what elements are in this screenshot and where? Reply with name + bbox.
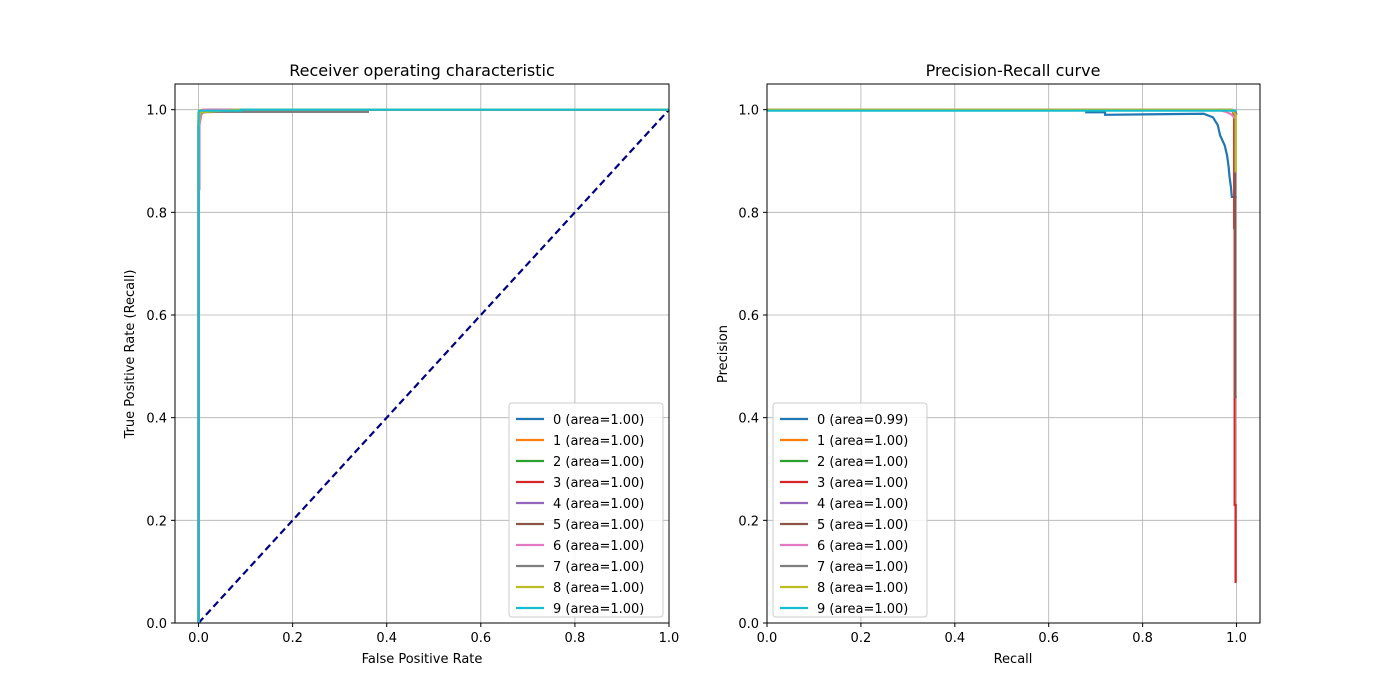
roc-legend-label-4: 4 (area=1.00) [553,497,644,512]
pr-legend-label-1: 1 (area=1.00) [817,434,908,449]
roc-series [197,108,670,624]
pr-y-ticks: 0.0 0.2 0.4 0.6 0.8 1.0 [738,104,767,632]
roc-reference-line [197,108,670,624]
pr-y-tick-label: 0.0 [738,617,759,632]
roc-x-tick-label: 0.6 [470,631,491,646]
roc-y-ticks: 0.0 0.2 0.4 0.6 0.8 1.0 [146,104,175,632]
pr-chart-title: Precision-Recall curve [926,61,1101,80]
roc-y-tick-label: 0.8 [146,206,167,221]
pr-x-tick-label: 0.8 [1132,631,1153,646]
pr-legend-label-0: 0 (area=0.99) [817,413,908,428]
roc-x-axis-label: False Positive Rate [362,652,483,667]
roc-x-ticks: 0.0 0.2 0.4 0.6 0.8 1.0 [188,623,679,646]
roc-y-tick-label: 0.6 [146,309,167,324]
roc-x-tick-label: 0.0 [188,631,209,646]
pr-legend-label-7: 7 (area=1.00) [817,560,908,575]
roc-legend-label-1: 1 (area=1.00) [553,434,644,449]
pr-plot-frame [766,83,1261,624]
roc-x-tick-label: 0.2 [282,631,303,646]
pr-legend-label-2: 2 (area=1.00) [817,455,908,470]
pr-legend-label-3: 3 (area=1.00) [817,476,908,491]
pr-x-tick-label: 0.6 [1038,631,1059,646]
roc-x-tick-label: 1.0 [659,631,680,646]
pr-y-tick-label: 0.2 [738,514,759,529]
roc-legend-label-0: 0 (area=1.00) [553,413,644,428]
pr-series-line-0 [767,108,1237,199]
roc-legend-label-3: 3 (area=1.00) [553,476,644,491]
pr-legend-label-4: 4 (area=1.00) [817,497,908,512]
roc-chart-title: Receiver operating characteristic [289,61,555,80]
roc-y-tick-label: 0.4 [146,412,167,427]
roc-legend-label-5: 5 (area=1.00) [553,518,644,533]
pr-legend-label-5: 5 (area=1.00) [817,518,908,533]
roc-legend-label-2: 2 (area=1.00) [553,455,644,470]
roc-x-tick-label: 0.8 [565,631,586,646]
pr-y-tick-label: 0.8 [738,206,759,221]
roc-legend-label-7: 7 (area=1.00) [553,560,644,575]
pr-x-tick-label: 0.4 [944,631,965,646]
roc-legend-box [508,402,664,618]
roc-x-tick-label: 0.4 [376,631,397,646]
pr-legend-label-8: 8 (area=1.00) [817,581,908,596]
roc-y-tick-label: 0.2 [146,514,167,529]
roc-chart: Receiver operating characteristic 0.0 0.2… [123,61,679,667]
pr-legend-label-6: 6 (area=1.00) [817,539,908,554]
roc-y-tick-label: 1.0 [146,104,167,119]
pr-x-tick-label: 0.0 [757,631,778,646]
pr-series [767,108,1238,584]
roc-y-tick-label: 0.0 [146,617,167,632]
roc-legend-label-9: 9 (area=1.00) [553,602,644,617]
roc-legend-label-6: 6 (area=1.00) [553,539,644,554]
pr-x-tick-label: 1.0 [1226,631,1247,646]
pr-x-ticks: 0.0 0.2 0.4 0.6 0.8 1.0 [757,623,1247,646]
roc-y-axis-label: True Positive Rate (Recall) [123,270,138,440]
pr-chart: Precision-Recall curve 0.0 0.2 0.4 0.6 0.8 1.… [716,61,1261,667]
pr-x-tick-label: 0.2 [851,631,872,646]
pr-y-tick-label: 0.6 [738,309,759,324]
pr-legend-label-9: 9 (area=1.00) [817,602,908,617]
pr-legend-box [772,402,928,618]
roc-legend-label-8: 8 (area=1.00) [553,581,644,596]
pr-y-tick-label: 0.4 [738,412,759,427]
pr-y-tick-label: 1.0 [738,104,759,119]
pr-x-axis-label: Recall [994,652,1033,667]
pr-legend: 0 (area=0.99) 1 (area=1.00) 2 (area=1.00) 3… [772,402,928,618]
pr-y-axis-label: Precision [716,325,731,383]
roc-series-line-9 [197,108,669,623]
roc-plot-frame [174,83,670,624]
roc-legend: 0 (area=1.00) 1 (area=1.00) 2 (area=1.00) 3… [508,402,664,618]
